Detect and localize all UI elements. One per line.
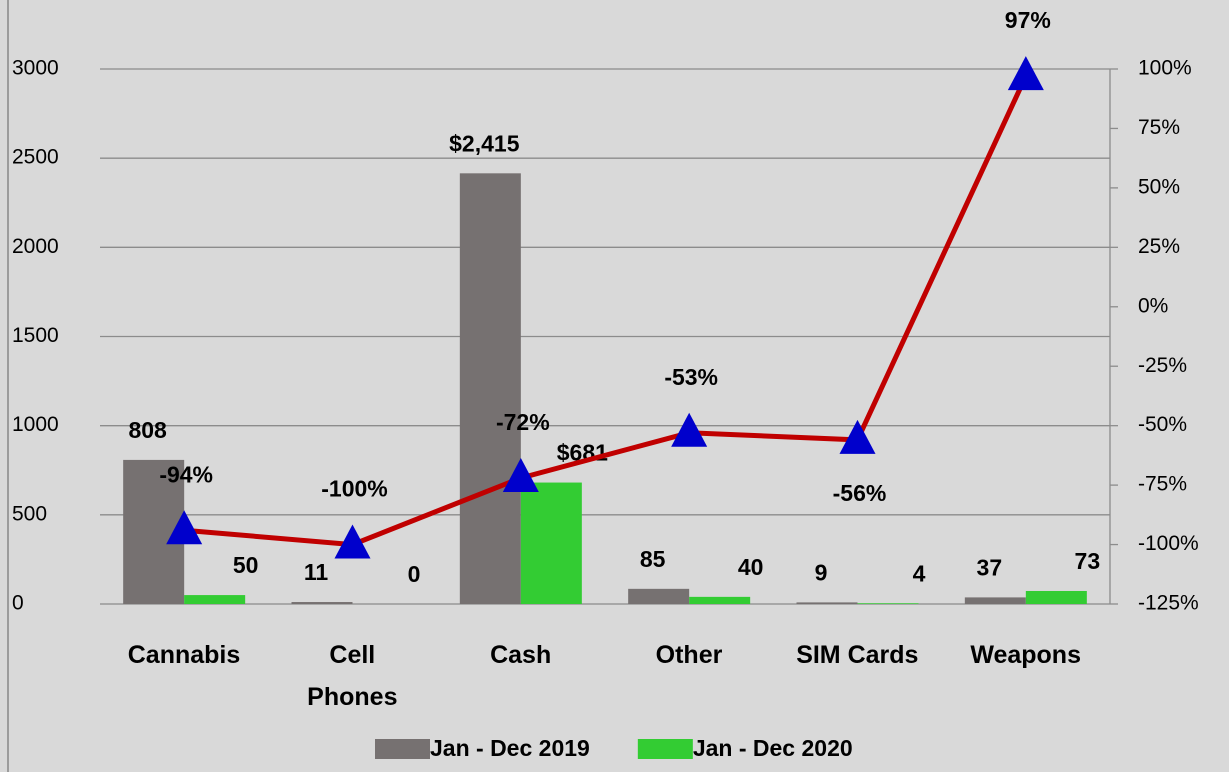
x-tick-label: Cell Phones xyxy=(307,641,398,711)
y-tick-label: 1000 xyxy=(12,413,59,436)
data-label: 11 xyxy=(304,559,329,585)
data-label: 4 xyxy=(913,560,926,586)
legend-label: Jan - Dec 2020 xyxy=(693,735,853,761)
legend-label: Jan - Dec 2019 xyxy=(430,735,590,761)
data-label: 73 xyxy=(1075,548,1101,574)
y2-tick-label: -100% xyxy=(1138,532,1199,555)
x-tick-label: SIM Cards xyxy=(796,641,919,669)
y2-tick-label: 0% xyxy=(1138,294,1168,317)
x-tick-label: Weapons xyxy=(970,641,1081,669)
bar xyxy=(628,588,690,604)
y2-tick-label: -25% xyxy=(1138,354,1187,377)
line xyxy=(183,75,1029,548)
bar xyxy=(520,482,582,604)
y2-tick-label: 25% xyxy=(1138,235,1180,258)
bar xyxy=(964,597,1026,604)
y2-tick-label: -75% xyxy=(1138,473,1187,496)
data-label: 0 xyxy=(408,561,421,587)
y-tick-label: 2500 xyxy=(12,146,59,169)
data-label: 40 xyxy=(738,554,764,580)
marker xyxy=(839,419,876,454)
y2-tick-label: 100% xyxy=(1138,57,1192,80)
data-label: 50 xyxy=(233,552,259,578)
marker xyxy=(166,510,203,545)
data-label: -100% xyxy=(321,476,387,502)
x-tick-label: Cannabis xyxy=(127,641,241,669)
y-tick-label: 2000 xyxy=(12,235,59,258)
marker xyxy=(1007,56,1044,91)
y2-tick-label: 50% xyxy=(1138,175,1180,198)
y-tick-label: 500 xyxy=(12,502,47,525)
legend-swatch xyxy=(637,739,693,759)
x-tick-label: Other xyxy=(655,641,723,669)
legend-swatch xyxy=(375,739,430,759)
marker xyxy=(334,524,371,559)
data-label: -56% xyxy=(833,480,887,506)
data-label: 97% xyxy=(1005,7,1051,33)
data-label: -53% xyxy=(664,364,718,390)
data-label: 85 xyxy=(640,546,666,572)
bar xyxy=(291,602,353,604)
bar xyxy=(184,595,246,604)
data-label: 37 xyxy=(977,554,1003,580)
data-label: -72% xyxy=(496,409,550,435)
data-label: 808 xyxy=(128,417,167,443)
bar xyxy=(1025,590,1087,604)
bar xyxy=(689,596,751,604)
marker xyxy=(502,457,539,492)
bar xyxy=(459,173,521,604)
data-label: -94% xyxy=(159,461,213,487)
x-tick-label: Cash xyxy=(490,641,552,669)
y-tick-label: 0 xyxy=(12,592,24,615)
data-label: 9 xyxy=(815,559,828,585)
bar xyxy=(796,602,858,604)
y-tick-label: 1500 xyxy=(12,324,59,347)
bar xyxy=(857,603,919,604)
y2-tick-label: -50% xyxy=(1138,413,1187,436)
marker xyxy=(671,412,708,447)
y2-tick-label: 75% xyxy=(1138,116,1180,139)
y-tick-label: 3000 xyxy=(12,57,59,80)
y2-tick-label: -125% xyxy=(1138,592,1199,615)
data-label: $2,415 xyxy=(449,130,520,156)
